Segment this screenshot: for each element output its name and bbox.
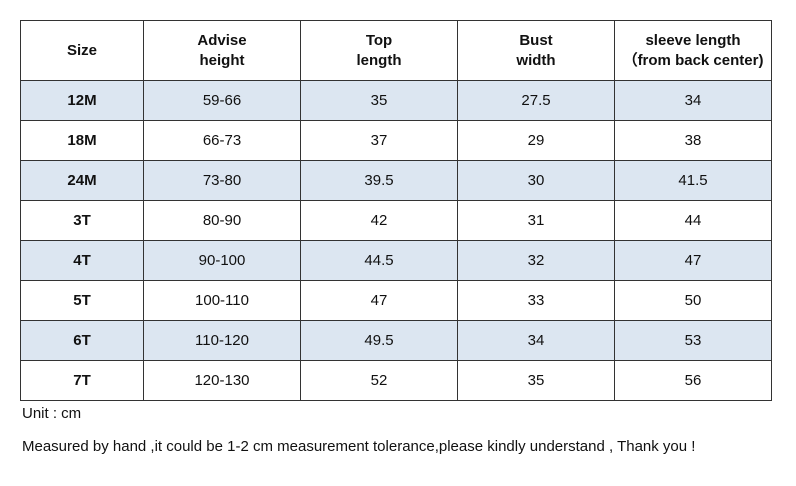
table-row: 12M 59-66 35 27.5 34 (20, 80, 772, 121)
value-cell: 90-100 (143, 240, 301, 281)
value-cell: 32 (457, 240, 615, 281)
value-cell: 59-66 (143, 80, 301, 121)
header-cell: Bust width (457, 20, 615, 81)
header-cell: Top length (300, 20, 458, 81)
value-cell: 49.5 (300, 320, 458, 361)
header-text: Advise (197, 31, 247, 49)
value-cell: 34 (614, 80, 772, 121)
value-cell: 33 (457, 280, 615, 321)
value-cell: 27.5 (457, 80, 615, 121)
value-cell: 34 (457, 320, 615, 361)
tolerance-note: Measured by hand ,it could be 1-2 cm mea… (22, 438, 696, 455)
table-row: 6T 110-120 49.5 34 53 (20, 320, 772, 361)
header-cell: sleeve length （from back center) (614, 20, 772, 81)
size-cell: 18M (20, 120, 144, 161)
size-cell: 24M (20, 160, 144, 201)
value-cell: 66-73 (143, 120, 301, 161)
value-cell: 44 (614, 200, 772, 241)
value-cell: 56 (614, 360, 772, 401)
size-cell: 3T (20, 200, 144, 241)
header-text: sleeve length (645, 31, 741, 49)
value-cell: 31 (457, 200, 615, 241)
header-text: height (199, 51, 245, 69)
size-cell: 12M (20, 80, 144, 121)
value-cell: 47 (614, 240, 772, 281)
header-cell: Size (20, 20, 144, 81)
value-cell: 35 (300, 80, 458, 121)
value-cell: 29 (457, 120, 615, 161)
value-cell: 53 (614, 320, 772, 361)
value-cell: 41.5 (614, 160, 772, 201)
value-cell: 37 (300, 120, 458, 161)
size-table: Size Advise height Top length Bust width sleeve… (20, 20, 772, 401)
value-cell: 35 (457, 360, 615, 401)
header-text: Top (365, 31, 393, 49)
value-cell: 73-80 (143, 160, 301, 201)
size-cell: 4T (20, 240, 144, 281)
value-cell: 52 (300, 360, 458, 401)
value-cell: 110-120 (143, 320, 301, 361)
value-cell: 38 (614, 120, 772, 161)
table-row: 3T 80-90 42 31 44 (20, 200, 772, 241)
value-cell: 30 (457, 160, 615, 201)
value-cell: 120-130 (143, 360, 301, 401)
header-cell: Advise height (143, 20, 301, 81)
value-cell: 100-110 (143, 280, 301, 321)
value-cell: 50 (614, 280, 772, 321)
table-row: 7T 120-130 52 35 56 (20, 360, 772, 401)
value-cell: 42 (300, 200, 458, 241)
value-cell: 44.5 (300, 240, 458, 281)
table-row: 4T 90-100 44.5 32 47 (20, 240, 772, 281)
value-cell: 39.5 (300, 160, 458, 201)
unit-note: Unit : cm (22, 405, 82, 422)
header-row: Size Advise height Top length Bust width sleeve… (20, 20, 772, 81)
table-body: 12M 59-66 35 27.5 34 18M 66-73 37 29 38 24M 73-80 39… (20, 80, 772, 401)
table-row: 5T 100-110 47 33 50 (20, 280, 772, 321)
header-text: （from back center) (622, 51, 764, 69)
header-text: Bust (519, 31, 553, 49)
header-text: Size (66, 41, 97, 59)
header-text: length (356, 51, 402, 69)
size-cell: 5T (20, 280, 144, 321)
table-row: 24M 73-80 39.5 30 41.5 (20, 160, 772, 201)
header-text: width (516, 51, 556, 69)
table-row: 18M 66-73 37 29 38 (20, 120, 772, 161)
value-cell: 47 (300, 280, 458, 321)
size-cell: 6T (20, 320, 144, 361)
value-cell: 80-90 (143, 200, 301, 241)
size-cell: 7T (20, 360, 144, 401)
